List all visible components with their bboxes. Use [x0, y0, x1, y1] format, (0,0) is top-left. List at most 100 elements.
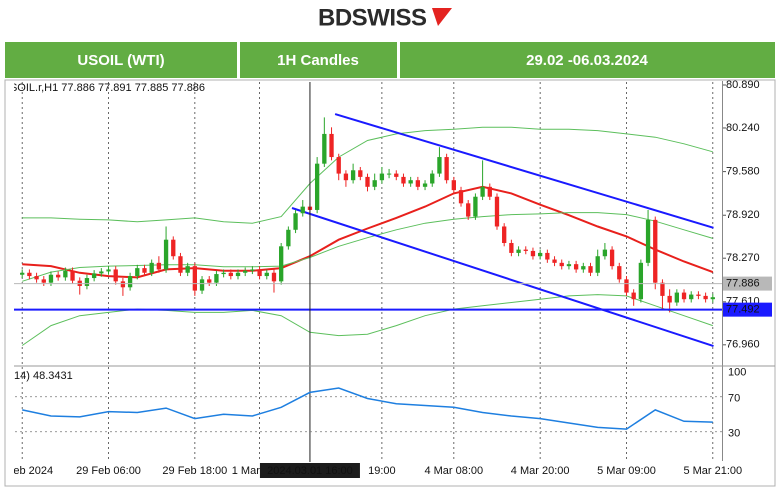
- candle-body: [163, 239, 169, 270]
- candle-body: [473, 196, 478, 217]
- candle-body: [437, 157, 442, 174]
- candle-body: [279, 246, 284, 282]
- candle-body: [84, 278, 90, 286]
- candle-body: [250, 269, 255, 271]
- plot-area: 76.96077.61078.27078.92079.58080.24080.8…: [0, 79, 775, 478]
- candle-body: [379, 173, 385, 181]
- candle-body: [624, 279, 629, 293]
- candle-body: [516, 249, 521, 253]
- candle-body: [113, 269, 118, 282]
- candle-body: [322, 133, 327, 164]
- candle-body: [545, 252, 550, 260]
- candle-body: [595, 256, 600, 273]
- candle-body: [502, 226, 507, 244]
- y-tick-label: 78.270: [726, 252, 760, 264]
- candle-body: [178, 256, 183, 273]
- header-divider: [397, 42, 400, 78]
- candle-body: [106, 269, 111, 272]
- candle-body: [48, 274, 54, 283]
- candle-body: [581, 266, 586, 270]
- chart-frame: [4, 79, 776, 487]
- candle-body: [350, 170, 356, 181]
- candle-body: [645, 219, 651, 263]
- candle-body: [444, 157, 449, 181]
- candle-body: [214, 274, 219, 283]
- candle-body: [689, 294, 694, 300]
- header-bar: [5, 42, 775, 78]
- x-tick-label: 19:00: [368, 465, 396, 477]
- y-tick-label: 79.580: [726, 166, 760, 178]
- candle-body: [41, 279, 46, 283]
- candle-body: [559, 262, 564, 267]
- candle-body: [135, 268, 140, 277]
- candle-body: [451, 180, 456, 191]
- candle-body: [149, 262, 154, 273]
- candle-body: [20, 272, 25, 275]
- candle-body: [466, 203, 471, 217]
- candle-body: [480, 186, 485, 197]
- y-tick-label: 30: [728, 428, 740, 440]
- candle-body: [99, 271, 104, 274]
- candle-body: [127, 276, 133, 288]
- candle-body: [487, 186, 492, 197]
- y-tick-label: 80.890: [726, 79, 760, 91]
- candle-body: [509, 243, 514, 253]
- candle-body: [243, 270, 248, 273]
- candle-body: [617, 266, 622, 280]
- candle-body: [228, 272, 233, 277]
- candle-body: [573, 264, 579, 270]
- candle-body: [142, 268, 147, 273]
- x-tick-label: 29 Feb 2024: [0, 465, 53, 477]
- header-divider: [237, 42, 240, 78]
- candle-body: [271, 272, 277, 282]
- candle-body: [408, 180, 413, 184]
- logo-flag: [432, 8, 452, 26]
- y-tick-label: 78.920: [726, 209, 760, 221]
- candle-body: [343, 173, 349, 181]
- candle-body: [609, 249, 615, 267]
- candle-body: [171, 239, 176, 257]
- price-tag: [722, 302, 772, 317]
- y-tick-label: 70: [728, 393, 740, 405]
- candle-body: [336, 157, 341, 174]
- crosshair-label: 2024.03.01 16:00: [267, 465, 353, 477]
- x-tick-label: 4 Mar 08:00: [424, 465, 483, 477]
- candle-body: [300, 206, 305, 214]
- candle-body: [638, 262, 644, 300]
- candle-body: [537, 252, 543, 257]
- candle-body: [674, 292, 679, 303]
- candle-body: [458, 190, 464, 204]
- candle-body: [696, 294, 701, 296]
- x-tick-label: 5 Mar 21:00: [683, 465, 742, 477]
- candle-body: [293, 213, 298, 230]
- candle-body: [329, 133, 334, 158]
- candle-body: [386, 173, 392, 175]
- candle-body: [27, 272, 32, 277]
- candle-body: [494, 196, 500, 227]
- candle-body: [660, 282, 665, 296]
- candle-body: [91, 273, 97, 279]
- candle-body: [358, 170, 363, 177]
- candle-body: [430, 173, 435, 184]
- candle-body: [667, 295, 672, 303]
- candle-body: [365, 176, 370, 187]
- candle-body: [710, 297, 715, 300]
- candle-body: [120, 281, 126, 288]
- candle-body: [264, 272, 269, 277]
- candle-body: [415, 180, 421, 187]
- y-tick-label: 80.240: [726, 122, 760, 134]
- candle-body: [314, 163, 320, 210]
- overlay-line: [291, 207, 714, 348]
- overlay-line: [334, 113, 714, 229]
- logo: BDSWISS: [318, 4, 427, 31]
- price-tag-label: 77.492: [726, 304, 760, 316]
- candle-body: [602, 249, 608, 257]
- candle-body: [422, 183, 428, 187]
- candle-body: [286, 229, 291, 247]
- price-axis-bg: [722, 81, 723, 461]
- candle-body: [530, 250, 536, 257]
- crosshair-tag: [259, 463, 360, 478]
- candle-body: [394, 173, 399, 177]
- candle-body: [681, 292, 687, 300]
